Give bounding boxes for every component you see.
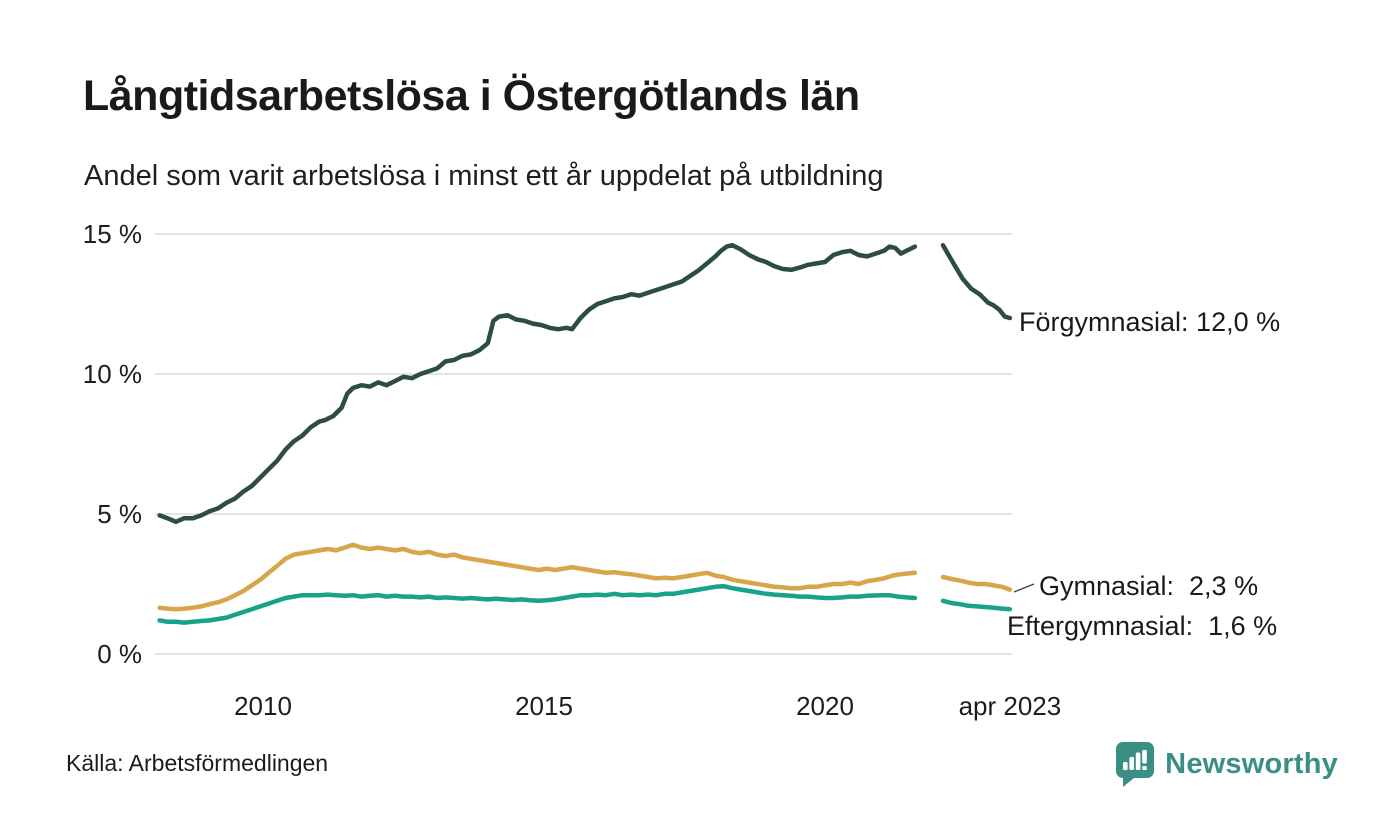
y-tick-15: 15 % [82, 219, 142, 249]
y-tick-5: 5 % [97, 499, 142, 529]
brand-name: Newsworthy [1165, 748, 1338, 780]
series-line-gymnasial [157, 542, 918, 612]
series-label-forgymnasial: Förgymnasial: 12,0 % [1019, 307, 1281, 337]
series-line-gymnasial [940, 574, 1013, 592]
x-tick-2010: 2010 [234, 691, 292, 721]
series-label-eftergymnasial: Eftergymnasial: 1,6 % [1007, 611, 1278, 641]
series-line-förgymnasial [157, 242, 918, 525]
series-line-förgymnasial [940, 242, 1013, 321]
y-tick-0: 0 % [97, 639, 142, 669]
x-tick-2020: 2020 [796, 691, 854, 721]
y-tick-10: 10 % [82, 359, 142, 389]
brand-lockup: Newsworthy [1114, 741, 1338, 788]
series-line-eftergymnasial [940, 598, 1013, 612]
x-tick-apr-2023: apr 2023 [958, 691, 1062, 721]
page-title: Långtidsarbetslösa i Östergötlands län [83, 72, 860, 120]
x-tick-2015: 2015 [515, 691, 573, 721]
newsworthy-logo-icon [1114, 741, 1155, 788]
label-connector [1013, 583, 1035, 593]
source-note: Källa: Arbetsförmedlingen [66, 750, 329, 776]
series-label-gymnasial: Gymnasial: 2,3 % [1039, 571, 1259, 601]
chart-subtitle: Andel som varit arbetslösa i minst ett å… [84, 160, 884, 192]
series-line-eftergymnasial [157, 583, 918, 625]
